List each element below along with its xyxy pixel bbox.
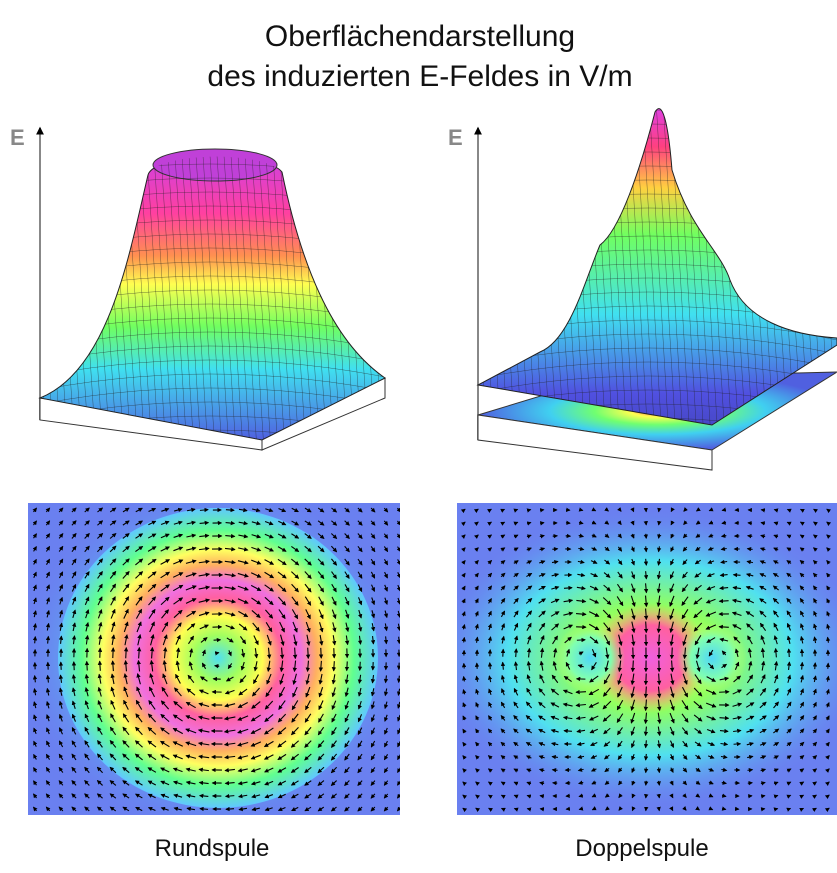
field-arrow xyxy=(100,661,101,671)
mesh-line xyxy=(20,140,40,450)
field-arrow xyxy=(226,523,235,524)
field-arrow xyxy=(748,783,752,784)
field-arrow xyxy=(503,662,504,669)
field-arrow xyxy=(646,559,647,565)
axis-label: E xyxy=(10,125,25,150)
field-arrow xyxy=(659,534,660,538)
field-arrow xyxy=(659,807,660,810)
field-arrow xyxy=(48,636,49,643)
field-arrow xyxy=(552,770,557,771)
field-arrow xyxy=(490,663,491,669)
field-arrow xyxy=(719,718,728,719)
figure: Oberflächendarstellung des induzierten E… xyxy=(0,0,837,873)
field-arrow xyxy=(347,661,348,670)
field-arrow xyxy=(646,754,647,760)
mesh-line xyxy=(460,110,837,130)
field-arrow xyxy=(672,648,673,659)
field-arrow xyxy=(748,536,753,537)
field-arrow xyxy=(815,663,816,669)
mesh-line xyxy=(488,100,508,440)
field-arrow xyxy=(295,648,296,659)
title-line: des induzierten E-Feldes in V/m xyxy=(207,60,632,93)
mesh-line xyxy=(824,100,837,440)
field-arrow xyxy=(577,640,585,641)
field-arrow xyxy=(215,653,219,654)
field-arrow xyxy=(226,510,234,511)
mesh-line xyxy=(384,140,404,450)
mesh-line xyxy=(810,100,830,440)
field-arrow xyxy=(399,676,400,683)
field-arrow xyxy=(334,661,335,671)
field-arrow xyxy=(87,661,88,670)
field-arrow xyxy=(200,809,208,810)
field-plot-left xyxy=(19,483,409,833)
mesh-line xyxy=(20,458,400,478)
field-arrow xyxy=(659,635,660,646)
field-arrow xyxy=(633,661,634,672)
mesh-line xyxy=(20,444,400,464)
field-arrow xyxy=(464,638,465,643)
field-plot-right xyxy=(430,503,837,815)
field-arrow xyxy=(646,571,647,579)
field-arrow xyxy=(776,649,777,658)
field-arrow xyxy=(646,622,647,633)
surface-plot-right: E xyxy=(448,100,837,470)
field-arrow xyxy=(789,649,790,657)
field-arrow xyxy=(659,794,660,798)
mesh-line xyxy=(831,100,837,440)
field-arrow xyxy=(719,601,728,602)
mesh-line xyxy=(817,100,837,440)
mesh-line xyxy=(398,140,418,450)
mesh-line xyxy=(481,100,501,440)
field-arrow xyxy=(733,575,740,576)
field-arrow xyxy=(540,523,544,524)
field-arrow xyxy=(646,740,647,747)
field-arrow xyxy=(646,767,647,772)
field-arrow xyxy=(200,510,208,511)
surface-plot-left: E xyxy=(10,125,418,478)
caption: Rundspule xyxy=(155,835,270,862)
field-arrow xyxy=(139,648,140,659)
mesh-line xyxy=(391,140,411,450)
field-arrow xyxy=(35,637,36,644)
field-arrow xyxy=(308,648,309,659)
field-arrow xyxy=(734,744,741,745)
field-arrow xyxy=(215,666,219,667)
mesh-line xyxy=(377,140,397,450)
field-arrow xyxy=(646,546,647,551)
caption: Doppelspule xyxy=(575,835,708,862)
axis-label: E xyxy=(448,125,463,150)
field-arrow xyxy=(761,796,765,797)
field-arrow xyxy=(540,510,544,511)
field-arrow xyxy=(761,809,764,810)
field-arrow xyxy=(540,796,544,797)
title-line: Oberflächendarstellung xyxy=(265,20,575,53)
field-arrow xyxy=(386,636,387,643)
field-arrow xyxy=(226,809,234,810)
field-arrow xyxy=(576,692,586,693)
field-arrow xyxy=(659,508,660,511)
field-arrow xyxy=(552,549,557,550)
field-arrow xyxy=(719,627,729,628)
field-arrow xyxy=(35,676,36,683)
field-arrow xyxy=(802,662,803,669)
field-arrow xyxy=(659,781,660,785)
field-arrow xyxy=(399,637,400,644)
field-arrow xyxy=(516,649,517,657)
field-arrow xyxy=(747,770,752,771)
field-arrow xyxy=(646,687,647,698)
field-arrow xyxy=(113,661,114,671)
field-arrow xyxy=(126,648,127,659)
field-arrow xyxy=(564,588,572,589)
field-arrow xyxy=(659,521,660,525)
field-arrow xyxy=(564,731,572,732)
field-arrow xyxy=(226,796,235,797)
field-arrow xyxy=(761,510,764,511)
field-arrow xyxy=(659,674,660,685)
